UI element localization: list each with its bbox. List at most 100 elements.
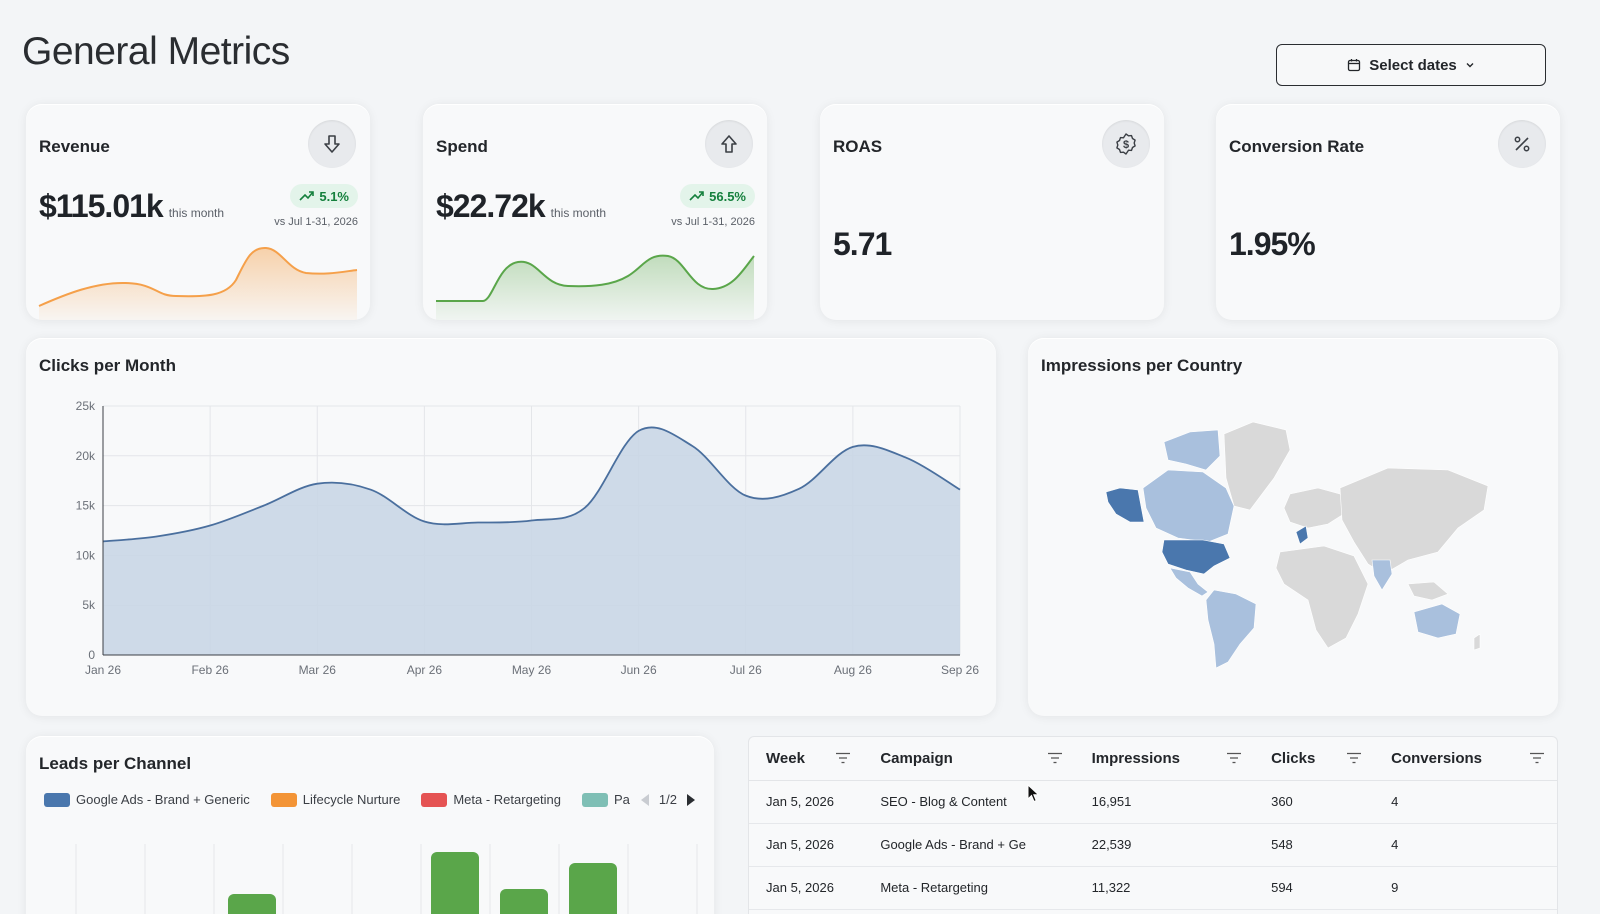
chevron-down-icon bbox=[1466, 63, 1474, 68]
map-region-australia bbox=[1413, 603, 1461, 639]
kpi-card-revenue: Revenue $115.01k this month 5.1% vs Jul 1… bbox=[26, 104, 370, 320]
legend-swatch bbox=[44, 792, 70, 807]
column-header-conversions[interactable]: Conversions bbox=[1374, 737, 1557, 781]
x-tick-label: Mar 26 bbox=[299, 663, 337, 677]
x-tick-label: Jul 26 bbox=[730, 663, 762, 677]
table-cell: Jan 5, 2026 bbox=[749, 866, 864, 910]
x-tick-label: Aug 26 bbox=[834, 663, 872, 677]
spend-sparkline bbox=[436, 254, 755, 320]
y-tick-label: 0 bbox=[88, 648, 95, 662]
table-cell: 548 bbox=[1254, 823, 1375, 867]
y-tick-label: 10k bbox=[76, 548, 96, 562]
y-tick-label: 25k bbox=[76, 399, 96, 413]
map-region-alaska bbox=[1105, 487, 1145, 523]
legend-item[interactable]: Google Ads - Brand + Generic bbox=[44, 792, 250, 807]
trend-badge: 5.1% bbox=[290, 184, 358, 208]
table-cell: 360 bbox=[1254, 780, 1375, 824]
revenue-sparkline bbox=[38, 246, 358, 320]
kpi-card-conversion-rate: Conversion Rate 1.95% bbox=[1216, 104, 1560, 320]
percent-icon[interactable] bbox=[1498, 120, 1546, 168]
trend-up-icon bbox=[299, 191, 315, 201]
legend-item[interactable]: Meta - Retargeting bbox=[421, 792, 561, 807]
x-tick-label: Jun 26 bbox=[621, 663, 657, 677]
impressions-map-card: Impressions per Country bbox=[1028, 338, 1558, 716]
legend-page-indicator: 1/2 bbox=[658, 792, 677, 807]
next-page-icon[interactable] bbox=[685, 793, 697, 807]
dollar-badge-icon[interactable]: $ bbox=[1102, 120, 1150, 168]
table-cell: 11,322 bbox=[1074, 866, 1255, 910]
leads-chart-card: Leads per Channel Google Ads - Brand + G… bbox=[26, 736, 714, 914]
kpi-title: Spend bbox=[436, 137, 488, 156]
filter-icon[interactable] bbox=[1047, 752, 1063, 764]
column-header-impressions[interactable]: Impressions bbox=[1074, 737, 1255, 781]
legend-item[interactable]: Pa bbox=[582, 792, 630, 807]
table-cell: SEO - Blog & Content bbox=[863, 780, 1075, 824]
map-region-canada bbox=[1142, 469, 1235, 543]
kpi-subtext: this month bbox=[168, 206, 225, 220]
legend-swatch bbox=[270, 792, 297, 807]
kpi-value: $22.72k this month bbox=[436, 188, 607, 224]
table-cell: Google Ads - Brand + Ge bbox=[863, 823, 1075, 867]
map-region-se-asia bbox=[1407, 581, 1449, 601]
leads-chart-title: Leads per Channel bbox=[39, 754, 192, 773]
filter-icon[interactable] bbox=[835, 752, 851, 764]
legend-item[interactable]: Lifecycle Nurture bbox=[270, 792, 400, 807]
map-region-usa bbox=[1161, 539, 1231, 575]
map-region-asia bbox=[1339, 467, 1489, 575]
table-cell: 22,539 bbox=[1074, 823, 1255, 867]
map-region-canada-north bbox=[1163, 429, 1221, 471]
filter-icon[interactable] bbox=[1529, 752, 1545, 764]
bar bbox=[431, 852, 479, 914]
select-dates-button[interactable]: Select dates bbox=[1276, 44, 1546, 86]
map-region-africa bbox=[1275, 545, 1369, 649]
calendar-icon bbox=[1348, 59, 1361, 72]
map-region-mexico bbox=[1169, 567, 1209, 597]
x-tick-label: Sep 26 bbox=[941, 663, 979, 677]
column-header-campaign[interactable]: Campaign bbox=[863, 737, 1075, 781]
table-row[interactable]: Jan 5, 2026 Google Ads - Brand + Ge 22,5… bbox=[749, 823, 1557, 867]
prev-page-icon[interactable] bbox=[639, 793, 651, 807]
table-cell: 594 bbox=[1254, 866, 1375, 910]
filter-icon[interactable] bbox=[1226, 752, 1242, 764]
kpi-title: Revenue bbox=[39, 137, 110, 156]
trend-up-icon bbox=[689, 191, 704, 201]
map-region-new-zealand bbox=[1473, 633, 1481, 651]
map-region-europe bbox=[1283, 487, 1351, 529]
table-header-row: Week Campaign Impressions Clicks Convers… bbox=[749, 737, 1557, 781]
table-cell: 4 bbox=[1374, 823, 1557, 867]
kpi-card-roas: ROAS $ 5.71 bbox=[820, 104, 1164, 320]
svg-text:$: $ bbox=[1123, 139, 1129, 151]
column-header-clicks[interactable]: Clicks bbox=[1254, 737, 1375, 781]
campaign-table: Week Campaign Impressions Clicks Convers… bbox=[748, 736, 1558, 914]
x-tick-label: Jan 26 bbox=[85, 663, 121, 677]
map-region-greenland bbox=[1223, 421, 1291, 511]
select-dates-label: Select dates bbox=[1369, 56, 1457, 74]
clicks-series-line bbox=[102, 426, 961, 543]
comparison-text: vs Jul 1-31, 2026 bbox=[274, 216, 358, 228]
kpi-title: ROAS bbox=[833, 137, 883, 156]
bar bbox=[500, 889, 548, 914]
trend-badge: 56.5% bbox=[680, 184, 755, 208]
y-tick-label: 5k bbox=[82, 598, 96, 612]
clicks-chart-title: Clicks per Month bbox=[39, 356, 176, 375]
table-cell: Jan 5, 2026 bbox=[749, 780, 864, 824]
table-cell: Jan 5, 2026 bbox=[749, 823, 864, 867]
kpi-value: 1.95% bbox=[1229, 226, 1316, 262]
legend-swatch bbox=[582, 792, 609, 807]
kpi-subtext: this month bbox=[550, 206, 607, 220]
leads-legend: Google Ads - Brand + Generic Lifecycle N… bbox=[44, 792, 697, 807]
arrow-up-icon[interactable] bbox=[705, 120, 753, 168]
column-header-week[interactable]: Week bbox=[749, 737, 864, 781]
map-region-india bbox=[1371, 559, 1393, 591]
filter-icon[interactable] bbox=[1346, 752, 1362, 764]
clicks-chart-card: Clicks per Month 0 5k 10k 15k 20k 25k Jan 26 Fe… bbox=[26, 338, 996, 716]
map-region-south-america bbox=[1205, 589, 1257, 669]
world-map bbox=[1105, 421, 1489, 669]
arrow-down-icon[interactable] bbox=[308, 120, 356, 168]
table-row[interactable]: Jan 5, 2026 SEO - Blog & Content 16,951 … bbox=[749, 780, 1557, 824]
kpi-value: 5.71 bbox=[833, 226, 892, 262]
legend-pagination: 1/2 bbox=[639, 792, 697, 807]
table-cell: 16,951 bbox=[1074, 780, 1255, 824]
table-row[interactable]: Jan 5, 2026 Meta - Retargeting 11,322 59… bbox=[749, 866, 1557, 910]
table-cell: 9 bbox=[1374, 866, 1557, 910]
